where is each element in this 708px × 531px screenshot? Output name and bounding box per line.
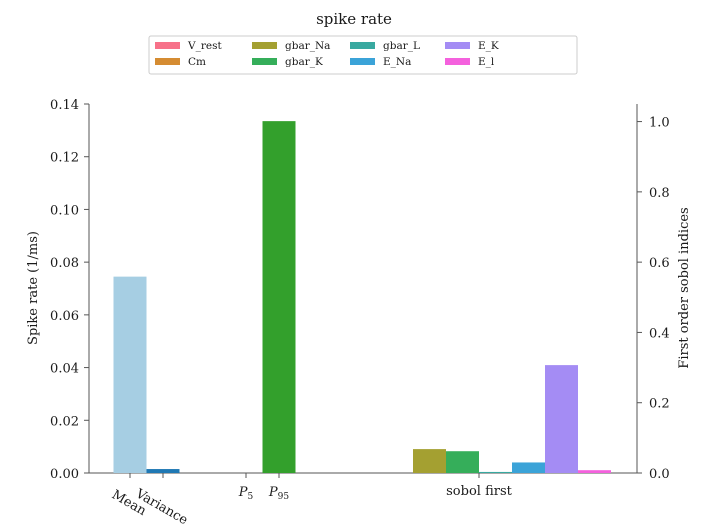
legend-label-gbar-k: gbar_K [285, 56, 323, 68]
bar-mean [113, 276, 147, 473]
right-tick-label: 0.0 [649, 467, 670, 482]
legend-swatch-e-l [445, 58, 470, 65]
legend-label-e-l: E_l [478, 56, 495, 68]
bars [113, 121, 611, 473]
x-label-p95: P95 [268, 485, 289, 502]
right-tick-label: 0.4 [649, 326, 670, 341]
y-axis-label-left: Spike rate (1/ms) [26, 231, 41, 345]
y-axis-label-right: First order sobol indices [677, 207, 692, 368]
legend-swatch-gbar-na [252, 42, 277, 49]
legend-swatch-gbar-l [350, 42, 375, 49]
chart-title: spike rate [316, 10, 392, 28]
legend-swatch-v-rest [155, 42, 180, 49]
left-tick-label: 0.08 [50, 256, 79, 271]
right-tick-label: 0.6 [649, 256, 670, 271]
left-tick-label: 0.00 [50, 467, 79, 482]
legend-label-v-rest: V_rest [187, 40, 222, 52]
sobol-bar-e-l [578, 470, 611, 473]
legend: V_rest Cm gbar_Na gbar_K gbar_L E_Na E_K E_l [148, 35, 578, 75]
legend-swatch-cm [155, 58, 180, 65]
sobol-bar-e-na [512, 462, 545, 473]
left-tick-label: 0.12 [50, 151, 79, 166]
left-tick-label: 0.06 [50, 309, 79, 324]
bar-p95 [262, 121, 296, 473]
sobol-bar-gbar-l [479, 471, 512, 473]
left-tick-label: 0.02 [50, 414, 79, 429]
axes: 0.00 0.02 0.04 0.06 0.08 0.10 0.12 0.14 0.0 0.2 0.… [50, 98, 670, 482]
x-label-p5: P5 [238, 485, 254, 502]
legend-label-e-na: E_Na [383, 56, 411, 68]
sobol-bar-gbar-k [446, 451, 479, 473]
legend-swatch-gbar-k [252, 58, 277, 65]
sobol-bar-gbar-na [413, 449, 446, 473]
left-tick-label: 0.14 [50, 98, 79, 113]
left-tick-label: 0.10 [50, 203, 79, 218]
legend-label-e-k: E_K [478, 40, 499, 52]
legend-label-gbar-l: gbar_L [383, 40, 420, 52]
x-label-sobol-first: sobol first [446, 484, 512, 499]
right-tick-label: 0.8 [649, 186, 670, 201]
left-tick-label: 0.04 [50, 362, 79, 377]
legend-label-gbar-na: gbar_Na [285, 40, 330, 52]
right-tick-label: 1.0 [649, 116, 670, 131]
sobol-bar-e-k [545, 365, 578, 473]
legend-swatch-e-k [445, 42, 470, 49]
legend-swatch-e-na [350, 58, 375, 65]
legend-label-cm: Cm [188, 56, 206, 68]
bar-variance [146, 469, 180, 473]
right-tick-label: 0.2 [649, 397, 670, 412]
